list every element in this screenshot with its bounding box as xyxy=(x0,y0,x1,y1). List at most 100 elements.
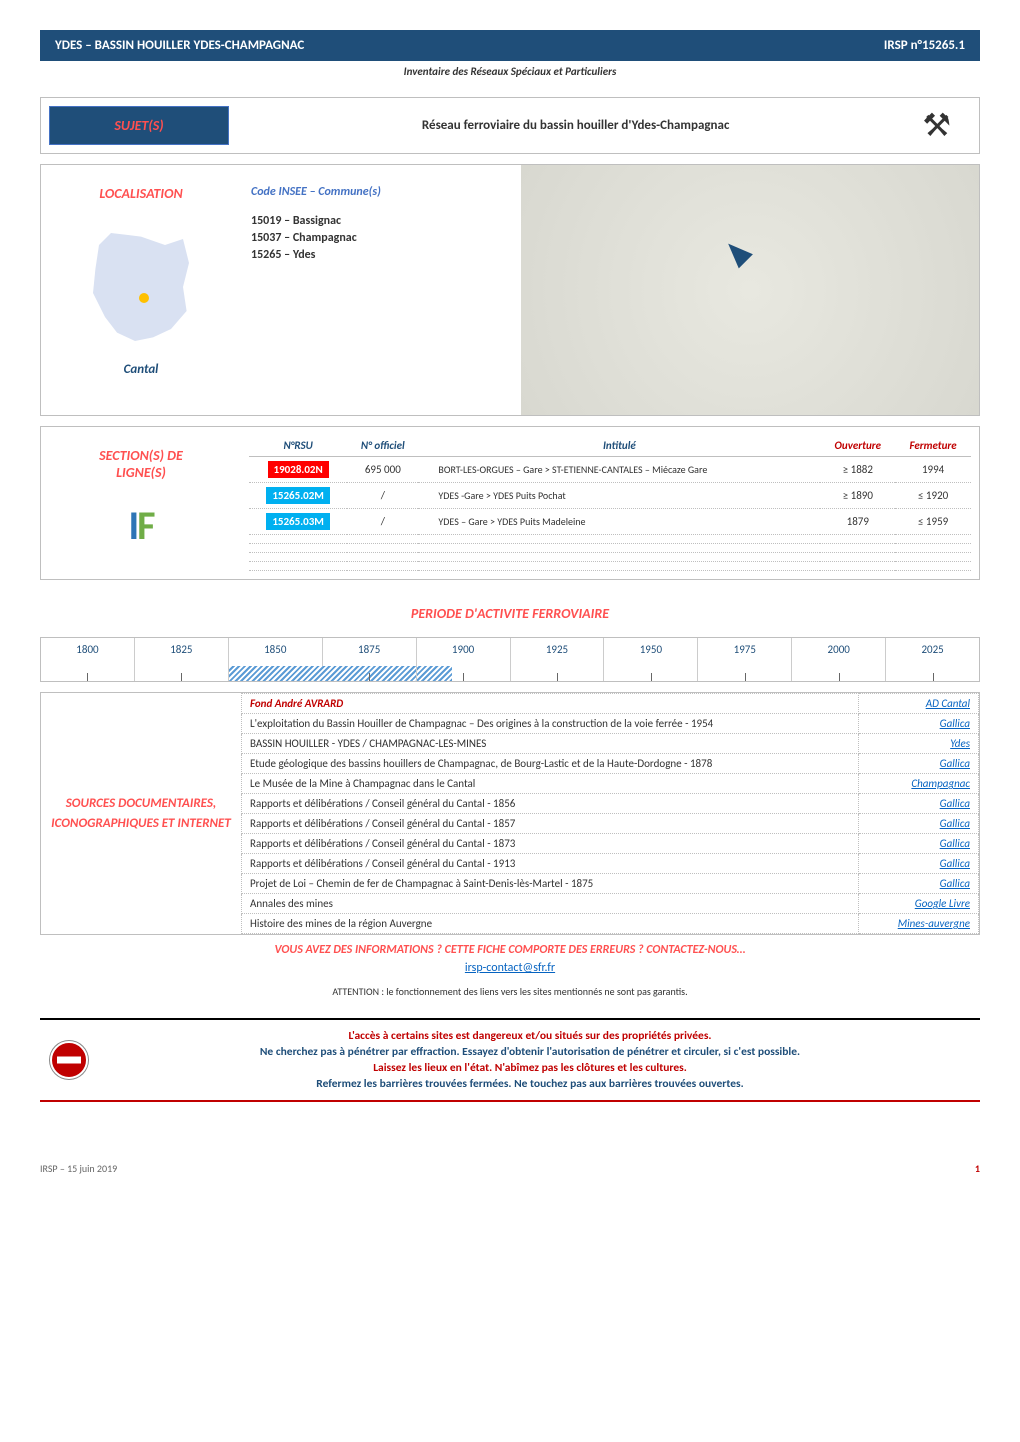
cell-intitule: BORT-LES-ORGUES – Gare > ST-ETIENNE-CANT… xyxy=(418,457,820,483)
source-text: Rapports et délibérations / Conseil géné… xyxy=(242,814,859,834)
source-link[interactable]: Gallica xyxy=(940,717,970,730)
warning-line3: Laissez les lieux en l'état. N'abîmez pa… xyxy=(100,1060,960,1076)
table-row: Rapports et délibérations / Conseil géné… xyxy=(242,814,979,834)
commune-item: 15265 – Ydes xyxy=(251,248,511,262)
cell-intitule: YDES – Gare > YDES Puits Madeleine xyxy=(418,509,820,535)
contact-email[interactable]: irsp-contact@sfr.fr xyxy=(40,961,980,975)
sources-box-label: SOURCES DOCUMENTAIRES, ICONOGRAPHIQUES E… xyxy=(46,794,236,833)
footer-page: 1 xyxy=(975,1162,980,1175)
col-ouverture: Ouverture xyxy=(820,435,895,457)
source-text: L'exploitation du Bassin Houiller de Cha… xyxy=(242,714,859,734)
localisation-box-label: LOCALISATION xyxy=(56,175,226,212)
source-link[interactable]: Gallica xyxy=(940,797,970,810)
source-link[interactable]: Gallica xyxy=(940,837,970,850)
source-link[interactable]: Google Livre xyxy=(915,897,970,910)
source-link[interactable]: Gallica xyxy=(940,817,970,830)
region-map xyxy=(521,165,979,415)
header-title-right: IRSP n°15265.1 xyxy=(884,38,965,53)
table-row: L'exploitation du Bassin Houiller de Cha… xyxy=(242,714,979,734)
cell-ouverture: 1879 xyxy=(820,509,895,535)
source-link[interactable]: Mines-auvergne xyxy=(898,917,970,930)
sources-table: Fond André AVRARD AD Cantal L'exploitati… xyxy=(241,693,979,934)
timeline: 1800182518501875190019251950197520002025 xyxy=(40,637,980,682)
no-entry-icon xyxy=(50,1041,88,1079)
timeline-year: 1875 xyxy=(323,638,417,681)
timeline-year: 1800 xyxy=(41,638,135,681)
table-row: 19028.02N 695 000 BORT-LES-ORGUES – Gare… xyxy=(249,457,971,483)
header-bar: YDES – BASSIN HOUILLER YDES-CHAMPAGNAC I… xyxy=(40,30,980,61)
footer: IRSP – 15 juin 2019 1 xyxy=(40,1162,980,1175)
table-row: Histoire des mines de la région Auvergne… xyxy=(242,914,979,934)
localisation-row: LOCALISATION Cantal Code INSEE – Commune… xyxy=(40,164,980,416)
region-label: Cantal xyxy=(51,362,231,377)
cell-fermeture: 1994 xyxy=(895,457,971,483)
rsu-badge: 15265.02M xyxy=(266,487,330,504)
source-link[interactable]: Gallica xyxy=(940,757,970,770)
region-map-image xyxy=(521,165,979,415)
table-row: 15265.03M / YDES – Gare > YDES Puits Mad… xyxy=(249,509,971,535)
sec-left: SECTION(S) DE LIGNE(S) IF xyxy=(41,427,241,579)
footer-left: IRSP – 15 juin 2019 xyxy=(40,1162,117,1175)
timeline-year: 1950 xyxy=(604,638,698,681)
cell-fermeture: ≤ 1959 xyxy=(895,509,971,535)
cell-intitule: YDES -Gare > YDES Puits Pochat xyxy=(418,483,820,509)
col-intitule: Intitulé xyxy=(418,435,820,457)
timeline-year: 1975 xyxy=(698,638,792,681)
timeline-year: 2025 xyxy=(886,638,979,681)
map-arrow-icon xyxy=(721,237,753,269)
mining-icon: ⚒ xyxy=(922,106,951,145)
timeline-year: 1925 xyxy=(511,638,605,681)
france-map-icon xyxy=(81,227,201,347)
loc-center: Code INSEE – Commune(s) 15019 – Bassigna… xyxy=(241,165,521,415)
warning-line4: Refermez les barrières trouvées fermées.… xyxy=(100,1076,960,1092)
fond-label: Fond André AVRARD xyxy=(250,697,343,710)
col-fermeture: Fermeture xyxy=(895,435,971,457)
source-text: Rapports et délibérations / Conseil géné… xyxy=(242,834,859,854)
header-title-left: YDES – BASSIN HOUILLER YDES-CHAMPAGNAC xyxy=(55,38,304,53)
source-link[interactable]: Champagnac xyxy=(911,777,970,790)
cell-officiel: 695 000 xyxy=(347,457,418,483)
source-text: Le Musée de la Mine à Champagnac dans le… xyxy=(242,774,859,794)
col-rsu: N°RSU xyxy=(249,435,347,457)
lines-table: N°RSU N° officiel Intitulé Ouverture Fer… xyxy=(249,435,971,571)
sec-right: N°RSU N° officiel Intitulé Ouverture Fer… xyxy=(241,427,979,579)
cell-fermeture: ≤ 1920 xyxy=(895,483,971,509)
table-row: BASSIN HOUILLER - YDES / CHAMPAGNAC-LES-… xyxy=(242,734,979,754)
header-subtitle: Inventaire des Réseaux Spéciaux et Parti… xyxy=(40,61,980,82)
warning-line2: Ne cherchez pas à pénétrer par effractio… xyxy=(100,1044,960,1060)
source-link[interactable]: Ydes xyxy=(950,737,970,750)
source-link[interactable]: Gallica xyxy=(940,877,970,890)
source-text: Rapports et délibérations / Conseil géné… xyxy=(242,854,859,874)
table-row: Le Musée de la Mine à Champagnac dans le… xyxy=(242,774,979,794)
cell-officiel: / xyxy=(347,483,418,509)
source-text: Etude géologique des bassins houillers d… xyxy=(242,754,859,774)
cell-ouverture: ≥ 1882 xyxy=(820,457,895,483)
sources-row: SOURCES DOCUMENTAIRES, ICONOGRAPHIQUES E… xyxy=(40,692,980,935)
attention-text: ATTENTION : le fonctionnement des liens … xyxy=(40,985,980,998)
warning-line1: L'accès à certains sites est dangereux e… xyxy=(100,1028,960,1044)
contact-title: VOUS AVEZ DES INFORMATIONS ? CETTE FICHE… xyxy=(40,943,980,957)
table-row: Annales des mines Google Livre xyxy=(242,894,979,914)
cell-officiel: / xyxy=(347,509,418,535)
timeline-year: 1825 xyxy=(135,638,229,681)
col-officiel: N° officiel xyxy=(347,435,418,457)
source-text: Annales des mines xyxy=(242,894,859,914)
table-row: Rapports et délibérations / Conseil géné… xyxy=(242,854,979,874)
cell-ouverture: ≥ 1890 xyxy=(820,483,895,509)
if-logo-icon: IF xyxy=(51,501,231,550)
sections-box-label: SECTION(S) DE LIGNE(S) xyxy=(56,437,226,491)
periode-title: PERIODE D'ACTIVITE FERROVIAIRE xyxy=(40,605,980,622)
src-left: SOURCES DOCUMENTAIRES, ICONOGRAPHIQUES E… xyxy=(41,693,241,934)
source-text: Histoire des mines de la région Auvergne xyxy=(242,914,859,934)
source-text: Projet de Loi – Chemin de fer de Champag… xyxy=(242,874,859,894)
fond-link[interactable]: AD Cantal xyxy=(926,697,970,710)
loc-left: LOCALISATION Cantal xyxy=(41,165,241,415)
rsu-badge: 15265.03M xyxy=(266,513,330,530)
source-link[interactable]: Gallica xyxy=(940,857,970,870)
sujet-box-label: SUJET(S) xyxy=(49,106,229,145)
timeline-year: 2000 xyxy=(792,638,886,681)
commune-item: 15037 – Champagnac xyxy=(251,231,511,245)
sujet-text: Réseau ferroviaire du bassin houiller d'… xyxy=(229,118,922,133)
table-row: 15265.02M / YDES -Gare > YDES Puits Poch… xyxy=(249,483,971,509)
source-text: Rapports et délibérations / Conseil géné… xyxy=(242,794,859,814)
